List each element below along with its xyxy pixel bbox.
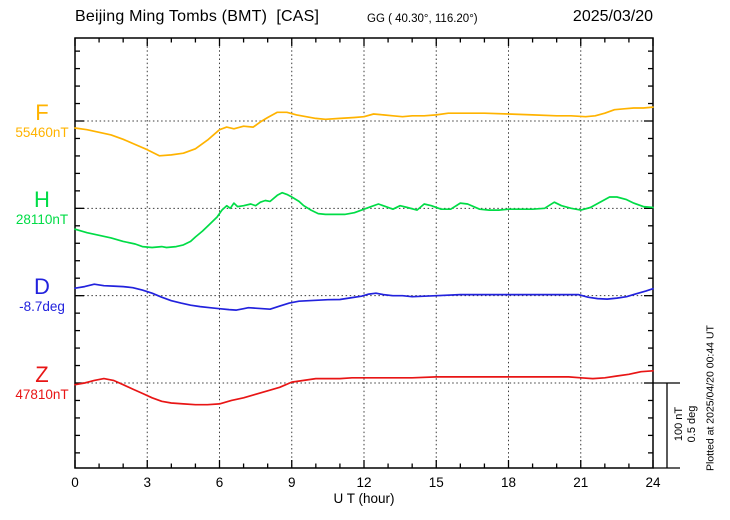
channel-f-letter: F xyxy=(35,100,49,125)
x-tick-label: 3 xyxy=(143,475,151,490)
channel-h-label-block: H 28110nT xyxy=(6,187,78,227)
x-tick-label: 21 xyxy=(573,475,588,490)
x-tick-label: 18 xyxy=(501,475,516,490)
x-tick-label: 24 xyxy=(645,475,661,490)
x-axis-title: U T (hour) xyxy=(333,491,395,506)
trace-z xyxy=(74,369,654,406)
channel-d-label-block: D -8.7deg xyxy=(6,274,78,314)
station-coordinates: GG ( 40.30°, 116.20°) xyxy=(367,13,478,25)
x-tick-label: 15 xyxy=(429,475,444,490)
channel-z-baseline-value: 47810nT xyxy=(15,387,69,402)
x-tick-label: 12 xyxy=(356,475,371,490)
channel-h-baseline-value: 28110nT xyxy=(15,212,69,227)
channel-z-label-block: Z 47810nT xyxy=(6,362,78,402)
x-tick-label: 0 xyxy=(71,475,79,490)
scale-bar-nt-label: 100 nT xyxy=(673,406,685,442)
scale-bar-label: 100 nT 0.5 deg xyxy=(673,382,699,466)
plotted-at-note: Plotted at 2025/04/20 00:44 UT xyxy=(704,325,717,471)
x-tick-label: 9 xyxy=(288,475,296,490)
channel-d-baseline-value: -8.7deg xyxy=(19,299,65,314)
trace-h xyxy=(74,191,654,249)
scale-bar-deg-label: 0.5 deg xyxy=(686,405,698,443)
x-tick-label: 6 xyxy=(216,475,224,490)
plot-date: 2025/03/20 xyxy=(572,8,653,25)
trace-f xyxy=(74,106,654,157)
trace-d xyxy=(74,283,654,311)
channel-h-letter: H xyxy=(34,187,50,212)
channel-f-label-block: F 55460nT xyxy=(6,100,78,140)
channel-d-letter: D xyxy=(34,274,50,299)
channel-z-letter: Z xyxy=(35,362,49,387)
channel-f-baseline-value: 55460nT xyxy=(15,125,69,140)
page-title: Beijing Ming Tombs (BMT) [CAS] xyxy=(75,8,320,25)
